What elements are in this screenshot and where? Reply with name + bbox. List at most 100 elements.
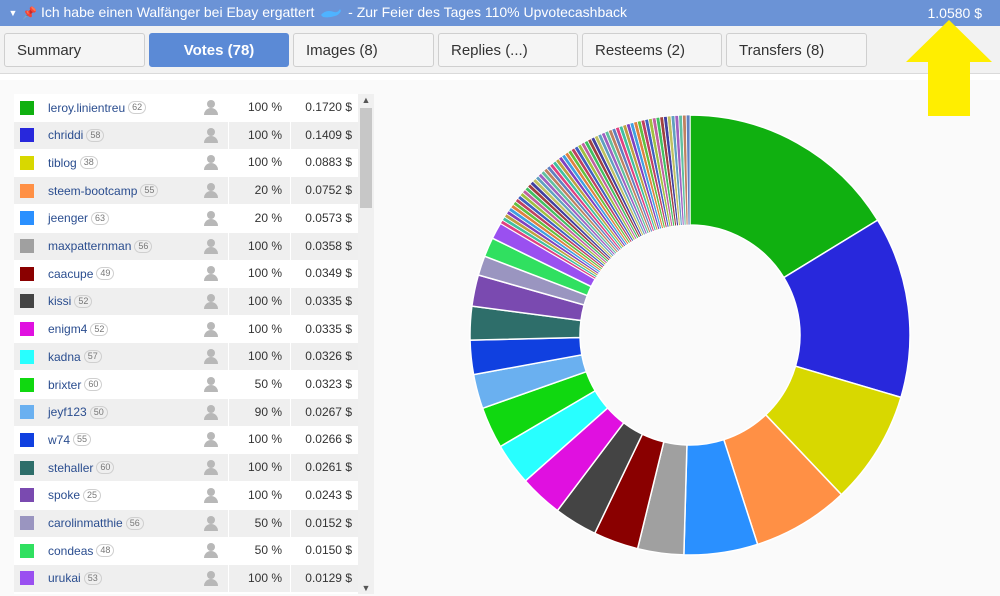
donut-slice-other[interactable] (685, 114, 691, 226)
vote-percent: 100 % (228, 315, 288, 343)
voter-name-label[interactable]: jeyf123 (48, 405, 87, 420)
voter-name[interactable]: caacupe 49 (48, 267, 154, 281)
voter-reputation-badge: 38 (79, 156, 98, 170)
vote-row[interactable]: kissi 52 100 % 0.0335 $ (14, 287, 358, 315)
vote-row[interactable]: enigm4 52 100 % 0.0335 $ (14, 315, 358, 343)
user-icon[interactable] (204, 321, 218, 337)
user-icon[interactable] (204, 266, 218, 282)
voter-name[interactable]: leroy.linientreu 62 (48, 101, 154, 115)
user-icon[interactable] (204, 377, 218, 392)
voter-name[interactable]: w74 55 (48, 433, 154, 447)
voter-name-label[interactable]: stehaller (48, 460, 94, 475)
vote-row[interactable]: steem-bootcamp 55 20 % 0.0752 $ (14, 177, 358, 205)
vote-row[interactable]: kadna 57 100 % 0.0326 $ (14, 343, 358, 371)
user-icon[interactable] (204, 293, 218, 309)
collapse-caret-icon[interactable]: ▼ (8, 8, 18, 18)
vote-percent: 100 % (228, 287, 288, 315)
vote-row[interactable]: tiblog 38 100 % 0.0883 $ (14, 149, 358, 177)
voter-name[interactable]: jeenger 63 (48, 211, 154, 225)
vote-row[interactable]: chriddi 58 100 % 0.1409 $ (14, 121, 358, 149)
vote-value: 0.0243 $ (290, 481, 352, 509)
vote-row[interactable]: spoke 25 100 % 0.0243 $ (14, 481, 358, 509)
voter-name[interactable]: steem-bootcamp 55 (48, 183, 159, 198)
voter-name[interactable]: urukai 53 (48, 571, 154, 585)
voter-name-label[interactable]: spoke (48, 488, 81, 503)
vote-row[interactable]: urukai 53 100 % 0.0129 $ (14, 564, 358, 592)
user-icon[interactable] (204, 404, 218, 420)
user-icon[interactable] (204, 238, 218, 254)
user-icon[interactable] (204, 570, 218, 586)
tab-images[interactable]: Images (8) (293, 33, 434, 67)
vote-row[interactable]: stehaller 60 100 % 0.0261 $ (14, 454, 358, 482)
user-icon[interactable] (204, 487, 218, 503)
voter-reputation-badge: 52 (90, 322, 109, 336)
votes-scrollbar[interactable]: ▲ ▼ (358, 94, 374, 594)
voter-name-label[interactable]: jeenger (48, 211, 89, 226)
vote-row[interactable]: condeas 48 50 % 0.0150 $ (14, 537, 358, 565)
voter-name-label[interactable]: chriddi (48, 128, 84, 143)
donut-slice-leroy.linientreu[interactable] (689, 114, 879, 279)
voter-color-swatch (20, 516, 34, 530)
vote-row[interactable]: jeenger 63 20 % 0.0573 $ (14, 204, 358, 232)
user-icon[interactable] (204, 127, 218, 143)
vote-value: 0.0335 $ (290, 315, 352, 343)
vote-row[interactable]: w74 55 100 % 0.0266 $ (14, 426, 358, 454)
voter-name[interactable]: spoke 25 (48, 488, 154, 502)
voter-name[interactable]: enigm4 52 (48, 322, 154, 336)
vote-percent: 100 % (228, 426, 288, 454)
vote-row[interactable]: carolinmatthie 56 50 % 0.0152 $ (14, 509, 358, 537)
vote-value: 0.1409 $ (290, 121, 352, 149)
voter-name[interactable]: kissi 52 (48, 294, 154, 308)
user-icon[interactable] (204, 515, 218, 531)
voter-name[interactable]: carolinmatthie 56 (48, 516, 154, 530)
vote-row[interactable]: jeyf123 50 90 % 0.0267 $ (14, 398, 358, 426)
voter-name[interactable]: maxpatternman 56 (48, 239, 154, 253)
votes-list[interactable]: leroy.linientreu 62 100 % 0.1720 $ chriddi 58… (14, 94, 358, 594)
user-icon[interactable] (204, 210, 218, 226)
user-icon[interactable] (204, 460, 218, 476)
tab-votes[interactable]: Votes (78) (149, 33, 289, 67)
voter-name-label[interactable]: maxpatternman (48, 239, 132, 253)
voter-name-label[interactable]: w74 (48, 432, 71, 447)
voter-name[interactable]: brixter 60 (48, 378, 154, 392)
voter-name[interactable]: stehaller 60 (48, 461, 154, 475)
tab-transfers[interactable]: Transfers (8) (726, 33, 867, 67)
user-icon[interactable] (204, 432, 218, 448)
voter-name[interactable]: tiblog 38 (48, 156, 154, 170)
vote-row[interactable]: leroy.linientreu 62 100 % 0.1720 $ (14, 94, 358, 121)
vote-row[interactable]: caacupe 49 100 % 0.0349 $ (14, 260, 358, 288)
voter-color-swatch (20, 239, 34, 253)
user-icon[interactable] (204, 155, 218, 171)
voter-name[interactable]: jeyf123 50 (48, 405, 154, 419)
voter-name-label[interactable]: carolinmatthie (48, 516, 123, 530)
scroll-down-icon[interactable]: ▼ (361, 583, 371, 593)
voter-name-label[interactable]: brixter (48, 377, 82, 392)
user-icon[interactable] (204, 543, 218, 559)
votes-donut-chart (469, 114, 911, 556)
voter-name-label[interactable]: urukai (48, 571, 81, 586)
voter-name-label[interactable]: kadna (48, 349, 81, 364)
voter-name-label[interactable]: caacupe (48, 266, 94, 281)
scrollbar-thumb[interactable] (360, 108, 372, 208)
user-icon[interactable] (204, 100, 218, 115)
tab-summary[interactable]: Summary (4, 33, 145, 67)
voter-name-label[interactable]: steem-bootcamp (48, 183, 138, 198)
tab-replies[interactable]: Replies (...) (438, 33, 578, 67)
voter-name[interactable]: condeas 48 (48, 544, 154, 558)
tab-resteems[interactable]: Resteems (2) (582, 33, 722, 67)
voter-name-label[interactable]: leroy.linientreu (48, 100, 126, 115)
vote-row[interactable]: brixter 60 50 % 0.0323 $ (14, 371, 358, 398)
voter-name[interactable]: kadna 57 (48, 350, 154, 364)
voter-name-label[interactable]: kissi (48, 294, 72, 309)
user-icon[interactable] (204, 183, 218, 199)
post-title-bar[interactable]: ▼ 📌 Ich habe einen Walfänger bei Ebay er… (0, 0, 1000, 26)
vote-percent: 100 % (228, 454, 288, 482)
whale-icon (320, 6, 342, 22)
voter-name-label[interactable]: tiblog (48, 155, 77, 170)
scroll-up-icon[interactable]: ▲ (361, 95, 371, 105)
user-icon[interactable] (204, 349, 218, 365)
voter-name-label[interactable]: condeas (48, 543, 94, 558)
vote-row[interactable]: maxpatternman 56 100 % 0.0358 $ (14, 232, 358, 260)
voter-name-label[interactable]: enigm4 (48, 322, 88, 337)
voter-name[interactable]: chriddi 58 (48, 128, 154, 142)
